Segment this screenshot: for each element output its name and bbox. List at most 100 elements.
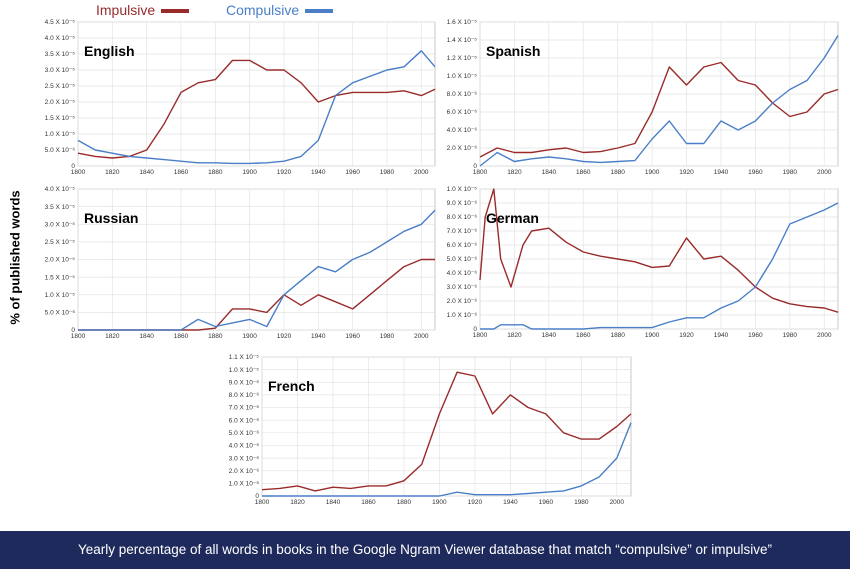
y-tick-label: 1.0 X 10⁻⁶ bbox=[447, 312, 478, 319]
x-tick-label: 1820 bbox=[507, 332, 522, 339]
y-tick-label: 1.0 X 10⁻⁵ bbox=[229, 367, 260, 374]
y-tick-label: 5.0 X 10⁻⁶ bbox=[229, 430, 260, 437]
russian-chart: 0 5.0 X 10⁻⁶ 1.0 X 10⁻⁵ 1.5 X 10⁻⁵ 2.0 X 10⁻… bbox=[45, 186, 436, 340]
x-tick-label: 1960 bbox=[748, 169, 763, 176]
x-tick-label: 1940 bbox=[311, 169, 326, 176]
x-tick-label: 1960 bbox=[539, 499, 554, 506]
x-tick-label: 1980 bbox=[783, 332, 798, 339]
x-tick-label: 1960 bbox=[345, 333, 360, 340]
x-tick-label: 1860 bbox=[361, 499, 376, 506]
y-tick-label: 6.0 X 10⁻⁶ bbox=[229, 417, 260, 424]
x-tick-label: 1820 bbox=[105, 333, 120, 340]
x-tick-label: 2000 bbox=[414, 169, 429, 176]
english-plot-area bbox=[77, 21, 436, 167]
x-tick-label: 1940 bbox=[311, 333, 326, 340]
spanish-chart: 0 2.0 X 10⁻⁶ 4.0 X 10⁻⁶ 6.0 X 10⁻⁶ 8.0 X 10⁻… bbox=[447, 19, 839, 176]
russian-compulsive-line bbox=[78, 209, 436, 331]
y-tick-label: 8.0 X 10⁻⁶ bbox=[447, 91, 478, 98]
french-chart: 0 1.0 X 10⁻⁶ 2.0 X 10⁻⁶ 3.0 X 10⁻⁶ 4.0 X 10⁻… bbox=[229, 354, 632, 506]
spanish-chart-title: Spanish bbox=[486, 43, 540, 59]
x-tick-label: 1920 bbox=[468, 499, 483, 506]
y-tick-label: 2.0 X 10⁻⁵ bbox=[45, 99, 76, 106]
french-plot-area bbox=[261, 356, 632, 497]
x-tick-label: 1800 bbox=[71, 333, 86, 340]
english-compulsive-line bbox=[77, 50, 436, 165]
x-tick-label: 1880 bbox=[397, 499, 412, 506]
french-compulsive-line bbox=[262, 422, 632, 497]
x-tick-label: 1900 bbox=[242, 169, 257, 176]
german-chart: 0 1.0 X 10⁻⁶ 2.0 X 10⁻⁶ 3.0 X 10⁻⁶ 4.0 X 10⁻… bbox=[447, 186, 839, 339]
x-tick-label: 1900 bbox=[432, 499, 447, 506]
y-tick-label: 3.0 X 10⁻⁵ bbox=[45, 67, 76, 74]
legend-impulsive: Impulsive bbox=[96, 2, 190, 18]
spanish-compulsive-line bbox=[479, 35, 839, 167]
y-tick-label: 2.0 X 10⁻⁵ bbox=[45, 257, 76, 264]
y-tick-label: 4.0 X 10⁻⁵ bbox=[45, 35, 76, 42]
y-tick-label: 5.0 X 10⁻⁶ bbox=[45, 310, 76, 317]
x-tick-label: 1980 bbox=[783, 169, 798, 176]
x-tick-label: 1860 bbox=[576, 332, 591, 339]
english-chart: 0 5.0 X 10⁻⁶ 1.0 X 10⁻⁵ 1.5 X 10⁻⁵ 2.0 X 10⁻… bbox=[45, 19, 436, 176]
legend-compulsive-label: Compulsive bbox=[226, 2, 300, 18]
x-tick-label: 1860 bbox=[174, 333, 189, 340]
x-tick-label: 1800 bbox=[473, 332, 488, 339]
x-tick-label: 1960 bbox=[748, 332, 763, 339]
y-tick-label: 0 bbox=[255, 493, 259, 500]
y-tick-label: 9.0 X 10⁻⁶ bbox=[447, 200, 478, 207]
y-tick-label: 2.5 X 10⁻⁵ bbox=[45, 83, 76, 90]
y-tick-label: 3.5 X 10⁻⁵ bbox=[45, 51, 76, 58]
german-chart-title: German bbox=[486, 210, 539, 226]
english-chart-title: English bbox=[84, 43, 135, 59]
x-tick-label: 1840 bbox=[139, 333, 154, 340]
y-tick-label: 3.0 X 10⁻⁵ bbox=[45, 221, 76, 228]
y-tick-label: 1.0 X 10⁻⁵ bbox=[45, 292, 76, 299]
y-tick-label: 7.0 X 10⁻⁶ bbox=[229, 405, 260, 412]
y-tick-label: 0 bbox=[71, 327, 75, 334]
legend-impulsive-swatch bbox=[161, 9, 190, 14]
x-tick-label: 1840 bbox=[326, 499, 341, 506]
x-tick-label: 1880 bbox=[610, 169, 625, 176]
x-tick-label: 1880 bbox=[208, 169, 223, 176]
x-tick-label: 2000 bbox=[414, 333, 429, 340]
legend-compulsive: Compulsive bbox=[226, 2, 334, 18]
y-tick-label: 4.0 X 10⁻⁶ bbox=[229, 443, 260, 450]
x-tick-label: 1960 bbox=[345, 169, 360, 176]
x-tick-label: 1940 bbox=[714, 169, 729, 176]
x-tick-label: 1900 bbox=[645, 169, 660, 176]
x-tick-label: 1800 bbox=[473, 169, 488, 176]
x-tick-label: 1920 bbox=[679, 169, 694, 176]
x-tick-label: 2000 bbox=[610, 499, 625, 506]
y-tick-label: 0 bbox=[71, 163, 75, 170]
russian-chart-title: Russian bbox=[84, 210, 138, 226]
x-tick-label: 1860 bbox=[576, 169, 591, 176]
y-tick-label: 1.1 X 10⁻⁵ bbox=[229, 354, 260, 361]
x-tick-label: 1920 bbox=[277, 169, 292, 176]
y-tick-label: 3.0 X 10⁻⁶ bbox=[447, 284, 478, 291]
spanish-impulsive-line bbox=[479, 61, 839, 158]
y-tick-label: 5.0 X 10⁻⁶ bbox=[45, 147, 76, 154]
x-tick-label: 1820 bbox=[105, 169, 120, 176]
german-impulsive-line bbox=[479, 188, 839, 313]
y-tick-label: 2.0 X 10⁻⁶ bbox=[447, 145, 478, 152]
y-tick-label: 1.0 X 10⁻⁵ bbox=[447, 186, 478, 193]
y-tick-label: 2.0 X 10⁻⁶ bbox=[447, 298, 478, 305]
y-tick-label: 1.0 X 10⁻⁵ bbox=[447, 73, 478, 80]
y-tick-label: 1.0 X 10⁻⁵ bbox=[45, 131, 76, 138]
x-tick-label: 1980 bbox=[574, 499, 589, 506]
y-tick-label: 2.0 X 10⁻⁶ bbox=[229, 468, 260, 475]
legend-compulsive-swatch bbox=[305, 9, 334, 14]
english-impulsive-line bbox=[77, 59, 436, 159]
x-tick-label: 1840 bbox=[139, 169, 154, 176]
y-tick-label: 1.0 X 10⁻⁶ bbox=[229, 481, 260, 488]
y-tick-label: 3.0 X 10⁻⁶ bbox=[229, 455, 260, 462]
x-tick-label: 1920 bbox=[679, 332, 694, 339]
y-tick-label: 1.5 X 10⁻⁵ bbox=[45, 274, 76, 281]
y-tick-label: 3.5 X 10⁻⁵ bbox=[45, 204, 76, 211]
x-tick-label: 1820 bbox=[290, 499, 305, 506]
x-tick-label: 1800 bbox=[71, 169, 86, 176]
legend-impulsive-label: Impulsive bbox=[96, 2, 156, 18]
y-tick-label: 4.0 X 10⁻⁵ bbox=[45, 186, 76, 193]
x-tick-label: 1900 bbox=[242, 333, 257, 340]
x-tick-label: 1800 bbox=[255, 499, 270, 506]
